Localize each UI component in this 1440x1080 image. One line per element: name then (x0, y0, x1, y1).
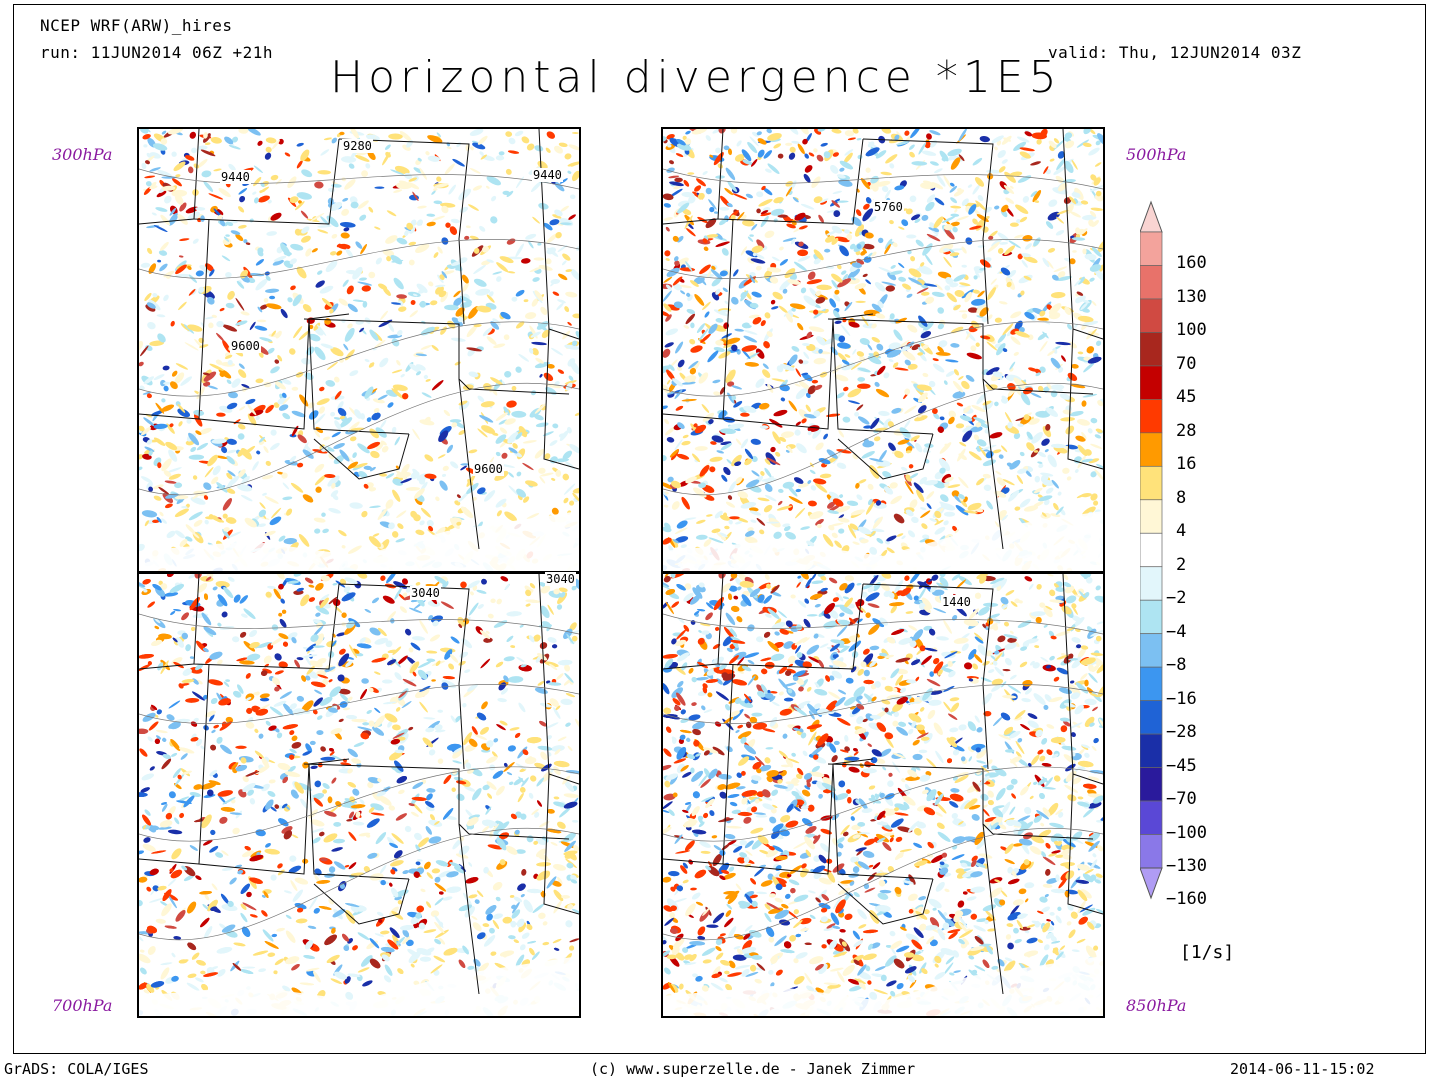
level-label-300hpa: 300hPa (52, 145, 113, 164)
contour-label: 3040 (410, 586, 441, 600)
colorbar-tick-label: −16 (1166, 688, 1197, 709)
colorbar-tick-label: 4 (1176, 521, 1187, 542)
colorbar-tick-label: −130 (1166, 856, 1207, 876)
height-contours (139, 168, 579, 496)
colorbar-tick-label: −160 (1166, 889, 1207, 910)
state-borders (139, 129, 579, 550)
chart-title: Horizontal divergence *1E5 (330, 52, 1062, 103)
colorbar (1140, 200, 1163, 900)
colorbar-bottom-arrow (1140, 867, 1163, 900)
colorbar-tick-label: −2 (1166, 588, 1187, 609)
colorbar-tick-label: 100 (1176, 320, 1207, 341)
colorbar-bin (1140, 265, 1163, 300)
colorbar-bin (1140, 666, 1163, 701)
colorbar-tick-label: −8 (1166, 655, 1187, 676)
colorbar-bin (1140, 465, 1163, 501)
colorbar-tick-label: −4 (1166, 621, 1187, 642)
level-label-850hpa: 850hPa (1126, 996, 1187, 1015)
height-contours (663, 613, 1103, 941)
colorbar-tick-label: 28 (1176, 420, 1197, 441)
footer-timestamp: 2014-06-11-15:02 (1230, 1060, 1375, 1078)
colorbar-tick-label: −28 (1166, 722, 1197, 743)
colorbar-bin (1140, 834, 1163, 869)
colorbar-bin (1140, 432, 1163, 467)
divergence-field (139, 574, 579, 1016)
colorbar-bin (1140, 800, 1163, 835)
contour-label: 9440 (532, 168, 563, 182)
state-borders (663, 574, 1103, 995)
footer-credit: (c) www.superzelle.de - Janek Zimmer (590, 1060, 916, 1078)
colorbar-tick-label: −100 (1166, 822, 1207, 843)
contour-label: 9600 (230, 339, 261, 353)
colorbar-bin (1140, 499, 1163, 534)
colorbar-bin (1140, 532, 1163, 568)
colorbar-bin (1140, 700, 1163, 735)
colorbar-top-arrow (1140, 200, 1163, 233)
level-label-500hpa: 500hPa (1126, 145, 1187, 164)
colorbar-bin (1140, 599, 1163, 635)
colorbar-bin (1140, 566, 1163, 601)
map-panel-700hpa (137, 572, 581, 1018)
level-label-700hpa: 700hPa (52, 996, 113, 1015)
map-panel-850hpa (661, 572, 1105, 1018)
state-borders (139, 574, 579, 995)
divergence-field (139, 129, 579, 571)
colorbar-bin (1140, 633, 1163, 668)
divergence-field (663, 129, 1103, 571)
colorbar-tick-label: 2 (1176, 554, 1187, 575)
map-panel-500hpa (661, 127, 1105, 573)
model-name: NCEP WRF(ARW)_hires (40, 16, 233, 35)
contour-label: 3040 (545, 572, 576, 586)
sea-mask (139, 511, 579, 571)
contour-label: 1440 (941, 595, 972, 609)
colorbar-bin (1140, 767, 1163, 802)
colorbar-unit: [1/s] (1180, 942, 1235, 963)
sea-mask (663, 956, 1103, 1016)
sea-mask (663, 511, 1103, 571)
colorbar-tick-label: 160 (1176, 253, 1207, 274)
sea-mask (139, 956, 579, 1016)
colorbar-bin (1140, 332, 1163, 367)
valid-time: valid: Thu, 12JUN2014 03Z (1048, 43, 1302, 62)
footer-software: GrADS: COLA/IGES (4, 1060, 149, 1078)
colorbar-tick-label: 16 (1176, 454, 1197, 475)
colorbar-tick-label: 130 (1176, 286, 1207, 307)
colorbar-bin (1140, 365, 1163, 400)
divergence-field (663, 574, 1103, 1016)
map-panel-300hpa (137, 127, 581, 573)
state-borders (663, 129, 1103, 550)
colorbar-tick-label: −45 (1166, 755, 1197, 776)
colorbar-tick-label: −70 (1166, 789, 1197, 810)
colorbar-bin (1140, 298, 1163, 333)
colorbar-bin (1140, 733, 1163, 768)
colorbar-tick-label: 45 (1176, 387, 1197, 408)
contour-label: 9440 (220, 170, 251, 184)
colorbar-bin (1140, 231, 1163, 266)
height-contours (139, 613, 579, 941)
outer-frame (13, 4, 1426, 1054)
contour-label: 9280 (342, 139, 373, 153)
colorbar-bin (1140, 399, 1163, 434)
contour-label: 9600 (473, 462, 504, 476)
colorbar-tick-label: 8 (1176, 487, 1187, 508)
height-contours (663, 168, 1103, 496)
colorbar-tick-label: 70 (1176, 353, 1197, 374)
contour-label: 5760 (873, 200, 904, 214)
run-info: run: 11JUN2014 06Z +21h (40, 43, 274, 62)
